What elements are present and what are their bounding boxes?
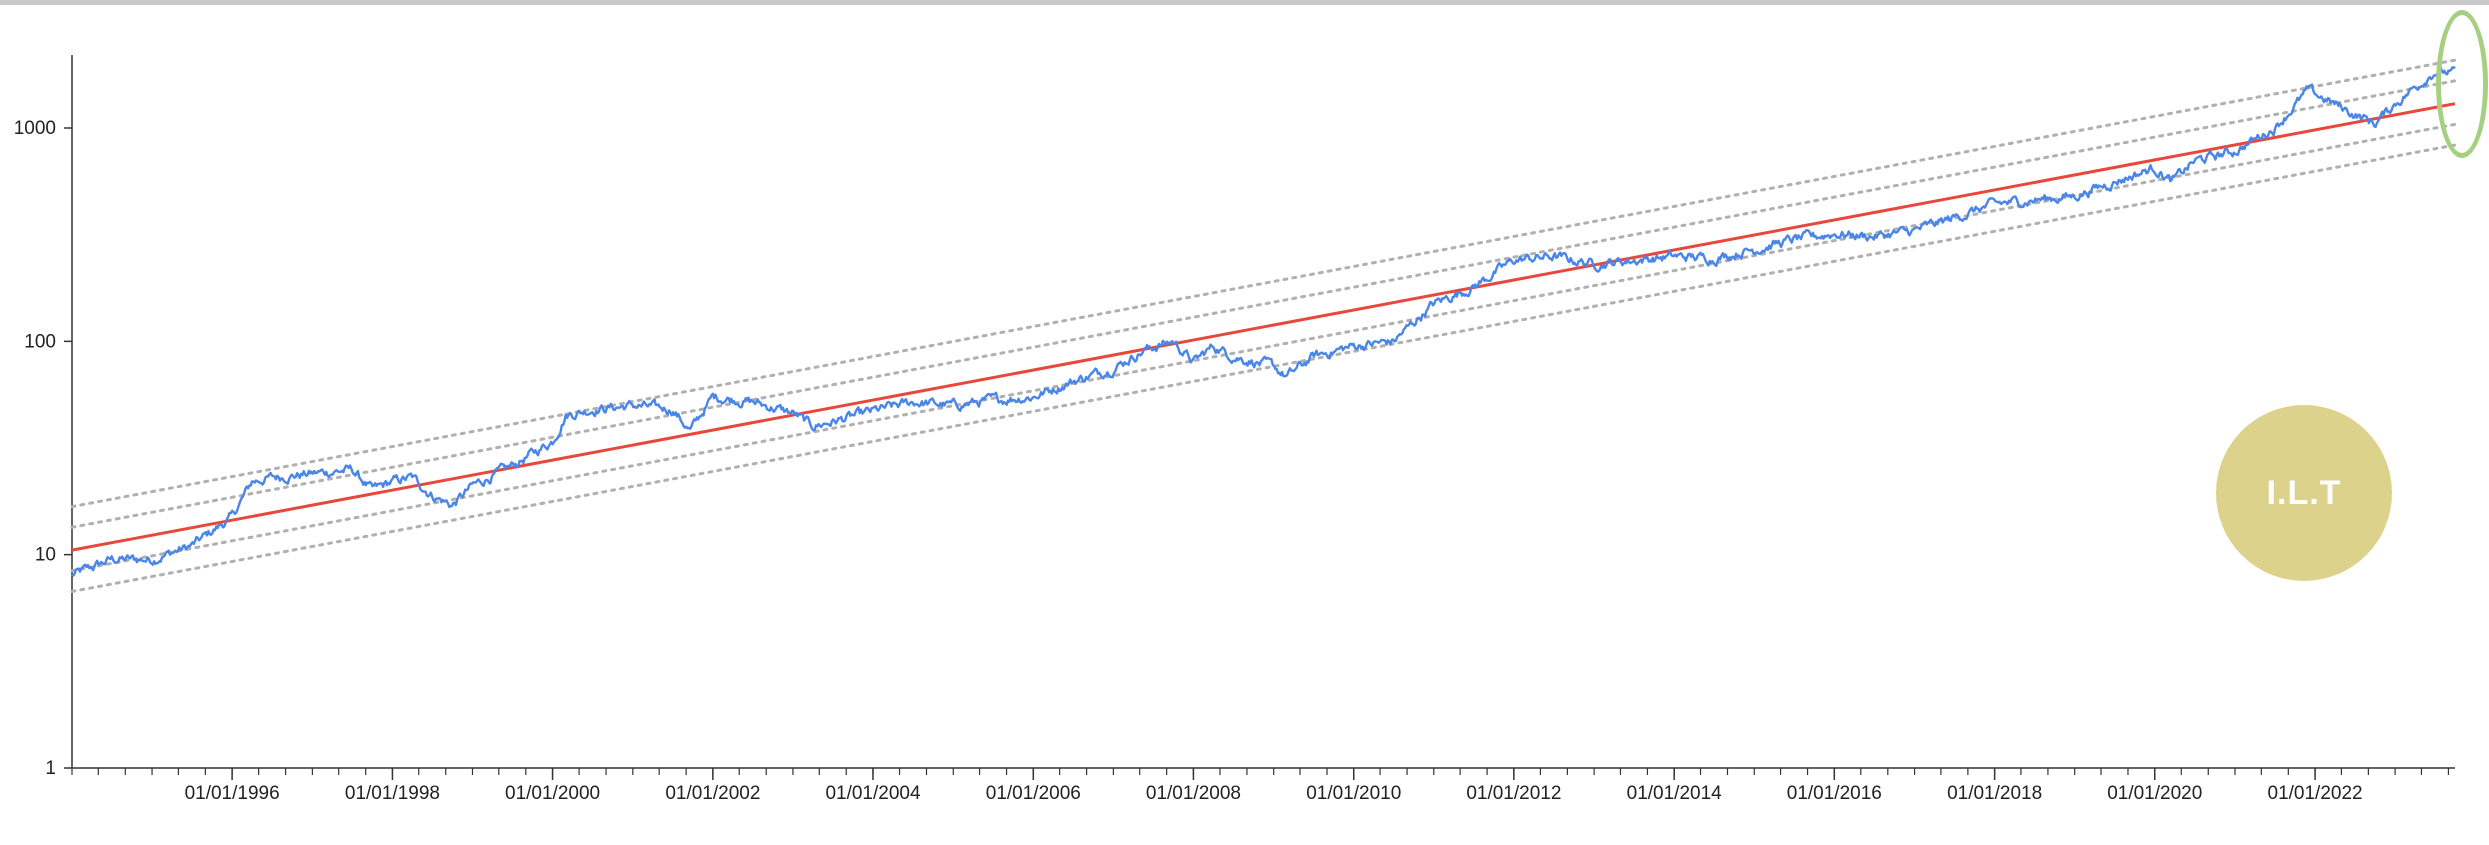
x-tick-label: 01/01/1998 <box>345 783 440 804</box>
x-tick-label: 01/01/2018 <box>1947 783 2042 804</box>
channel-band-line <box>70 143 2457 593</box>
y-tick-label: 1000 <box>14 118 56 139</box>
y-tick-label: 10 <box>35 545 56 566</box>
channel-band-line <box>70 122 2457 573</box>
x-tick-label: 01/01/1996 <box>185 783 280 804</box>
x-tick-label: 01/01/2014 <box>1627 783 1723 804</box>
x-tick-label: 01/01/2000 <box>505 783 600 804</box>
x-tick-label: 01/01/2022 <box>2268 783 2363 804</box>
x-tick-label: 01/01/2002 <box>665 783 760 804</box>
channel-band-line <box>70 79 2457 529</box>
channel-band-line <box>70 58 2457 509</box>
trend-line <box>71 102 2456 552</box>
x-tick-label: 01/01/2010 <box>1306 783 1401 804</box>
x-tick-label: 01/01/2012 <box>1466 783 1561 804</box>
ilt-badge-logo: I.L.T <box>2216 405 2392 581</box>
price-series-line <box>71 65 2456 577</box>
y-tick-label: 1 <box>45 758 56 779</box>
badge-label: I.L.T <box>2266 473 2342 512</box>
x-tick-label: 01/01/2020 <box>2107 783 2202 804</box>
top-border <box>0 0 2489 5</box>
highlight-ellipse <box>2436 10 2488 158</box>
x-tick-label: 01/01/2004 <box>825 783 921 804</box>
x-tick-label: 01/01/2008 <box>1146 783 1241 804</box>
x-tick-label: 01/01/2006 <box>986 783 1081 804</box>
y-tick-label: 100 <box>24 331 56 352</box>
x-tick-label: 01/01/2016 <box>1787 783 1882 804</box>
